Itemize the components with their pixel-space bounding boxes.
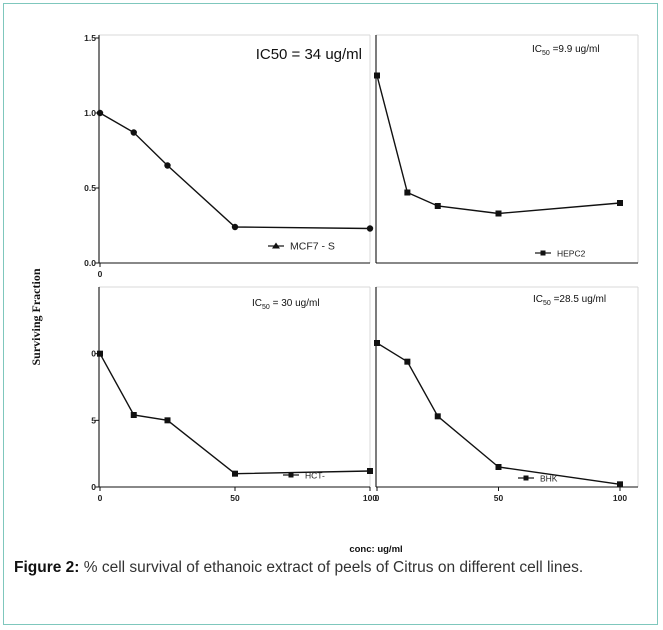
- y-tick-label: 1.5: [84, 33, 96, 43]
- ic50-main: IC: [532, 44, 542, 55]
- data-point: [96, 109, 104, 117]
- x-tick-label: 50: [494, 493, 504, 503]
- legend-label: HEPC2: [557, 249, 586, 259]
- y-tick-label: 0.0: [84, 258, 96, 268]
- ic50-main: IC: [533, 294, 543, 305]
- y-tick-label: 1.0: [84, 108, 96, 118]
- data-point: [130, 129, 137, 136]
- x-axis-label: conc: ug/ml: [349, 544, 402, 555]
- data-point: [434, 413, 441, 420]
- ic50-value: =28.5 ug/ml: [551, 294, 606, 305]
- data-point: [434, 203, 441, 209]
- legend-label: BHK: [540, 474, 558, 484]
- data-point: [495, 464, 502, 470]
- data-point: [404, 189, 411, 196]
- figure-chart-grid: Surviving Fraction conc: ug/ml 0.0 0.5 1.0…: [29, 33, 639, 555]
- y-tick-label: 0: [91, 349, 96, 359]
- x-tick-label: 100: [613, 493, 627, 503]
- chart-panel-2: IC50 =9.9 ug/ml HEPC2: [374, 34, 639, 264]
- data-point: [232, 470, 238, 477]
- y-tick-label: 0: [91, 482, 96, 492]
- ic50-subscript: 50: [543, 300, 551, 307]
- data-point: [495, 210, 502, 217]
- series-line: [376, 75, 621, 215]
- data-point: [130, 412, 137, 418]
- figure-frame: [3, 3, 658, 625]
- caption-text: % cell survival of ethanoic extract of p…: [83, 559, 584, 576]
- legend-marker: [540, 250, 546, 256]
- x-tick-label: 0: [98, 269, 103, 279]
- figure-caption: Figure 2: % cell survival of ethanoic ex…: [14, 557, 644, 578]
- legend-marker: [288, 472, 294, 478]
- data-point: [231, 223, 239, 231]
- caption-label: Figure 2:: [14, 559, 80, 576]
- ic50-annotation: IC50 = 34 ug/ml: [256, 46, 362, 63]
- data-point: [374, 72, 380, 79]
- data-point: [164, 162, 171, 169]
- data-point: [164, 417, 171, 424]
- series-line: [376, 342, 621, 485]
- data-point: [374, 340, 380, 346]
- series-line: [99, 112, 371, 230]
- x-tick-label: 0: [98, 493, 103, 503]
- ic50-value: = 30 ug/ml: [270, 298, 320, 309]
- data-point: [367, 468, 373, 474]
- data-point: [366, 225, 374, 232]
- x-tick-label: 50: [230, 493, 240, 503]
- ic50-main: IC: [252, 298, 262, 309]
- legend-marker: [523, 475, 529, 481]
- ic50-annotation: IC50 = 30 ug/ml: [252, 298, 320, 311]
- ic50-annotation: IC50 =28.5 ug/ml: [533, 294, 606, 307]
- data-point: [97, 350, 103, 357]
- x-tick-label: 100: [363, 493, 377, 503]
- data-point: [617, 200, 623, 206]
- y-tick-label: 5: [91, 415, 96, 425]
- chart-panel-1: 0.0 0.5 1.0 1.5 0 IC50 = 34 ug/ml MCF7 - S: [84, 33, 374, 279]
- y-axis-label: Surviving Fraction: [29, 268, 43, 365]
- y-tick-label: 0.5: [84, 183, 96, 193]
- data-point: [404, 358, 411, 365]
- legend-label: MCF7 - S: [290, 241, 335, 253]
- x-tick-label: 0: [375, 493, 380, 503]
- legend-label: HCT-: [305, 471, 325, 481]
- legend-marker: [272, 242, 280, 249]
- series-line: [99, 353, 371, 475]
- ic50-subscript: 50: [262, 304, 270, 311]
- ic50-value: =9.9 ug/ml: [550, 44, 600, 55]
- ic50-annotation: IC50 =9.9 ug/ml: [532, 44, 600, 57]
- ic50-subscript: 50: [542, 50, 550, 57]
- data-point: [617, 481, 623, 488]
